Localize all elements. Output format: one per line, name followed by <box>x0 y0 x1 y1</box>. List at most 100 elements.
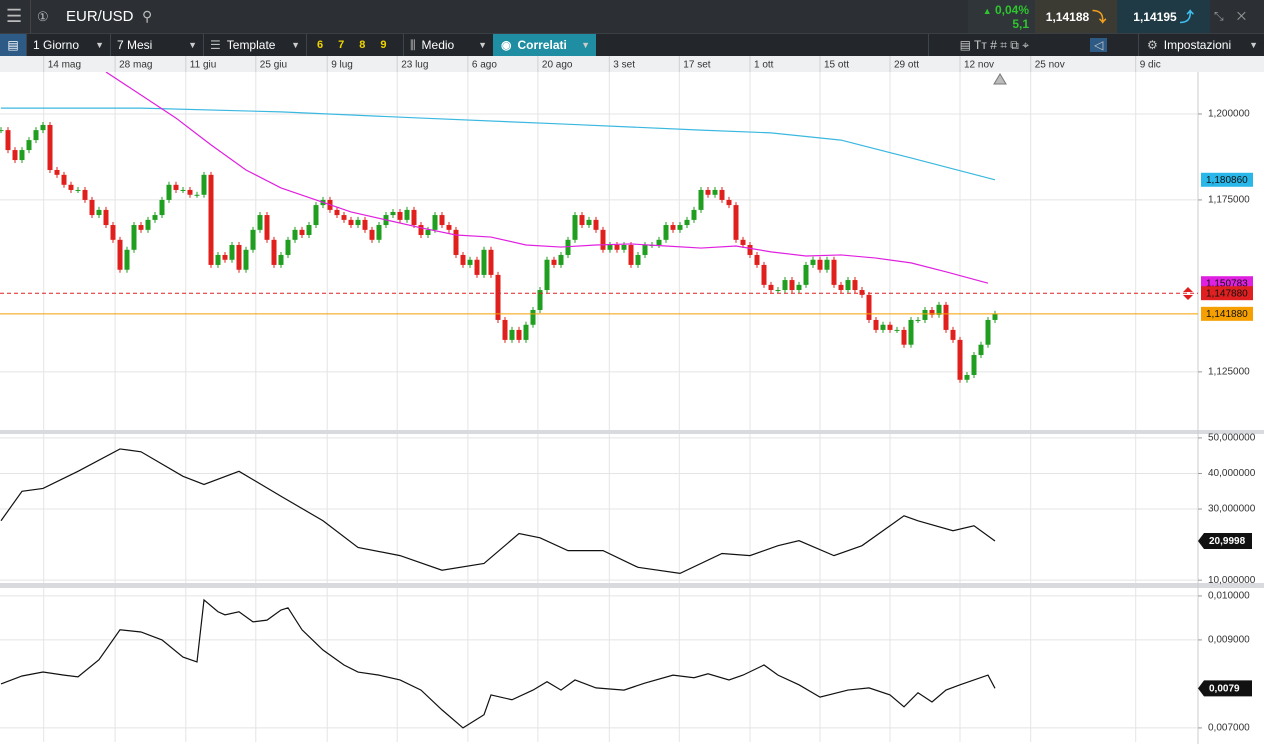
candle <box>859 290 865 295</box>
candle <box>418 225 424 236</box>
candle <box>922 309 928 320</box>
price-tag <box>1201 172 1253 187</box>
panel-divider <box>0 430 1264 434</box>
last-value-tag <box>1198 680 1252 697</box>
candle <box>306 225 312 236</box>
candle <box>593 219 599 230</box>
y-tick-label: 30,000000 <box>1208 504 1256 515</box>
last-value-label: 0,0079 <box>1209 683 1240 694</box>
candle <box>607 244 613 250</box>
settings: Impostazioni <box>1163 38 1232 52</box>
moving-average <box>1 107 996 181</box>
candle <box>33 130 39 141</box>
range-select[interactable]: 7 Mesi <box>110 34 203 56</box>
x-tick-label: 25 giu <box>260 60 287 71</box>
preset[interactable]: 7 <box>338 39 345 51</box>
x-tick-label: 20 ago <box>542 60 573 71</box>
candle <box>271 239 277 265</box>
candle <box>565 239 571 255</box>
change-value: 0,04% <box>994 2 1029 17</box>
preset[interactable]: 6 <box>317 39 324 51</box>
candle <box>5 130 11 151</box>
x-tick-label: 6 ago <box>472 60 497 71</box>
candle <box>936 304 942 315</box>
candle <box>341 215 347 220</box>
template: Template <box>226 38 276 52</box>
candle <box>677 225 683 230</box>
candle <box>775 290 781 292</box>
candle <box>579 215 585 226</box>
template-select[interactable]: ☰ Template <box>203 34 306 56</box>
level-handle[interactable] <box>1183 287 1193 300</box>
list-button[interactable]: ▤ <box>0 34 26 56</box>
candle <box>467 259 473 265</box>
x-tick-label: 12 nov <box>964 60 994 71</box>
y-tick-label: 0,010000 <box>1208 591 1250 602</box>
candle <box>894 329 900 331</box>
preset[interactable]: 8 <box>359 39 366 51</box>
candle <box>0 130 4 132</box>
y-tick-label: 1,200000 <box>1208 109 1250 120</box>
candle <box>152 215 158 220</box>
candle <box>439 215 445 226</box>
candle <box>285 239 291 255</box>
candle <box>572 215 578 240</box>
interval-select[interactable]: 1 Giorno <box>26 34 110 56</box>
style-select[interactable]: ⫼ Medio <box>403 34 493 56</box>
candle <box>838 284 844 291</box>
candle <box>68 184 74 190</box>
search-button[interactable]: ⚲ <box>142 8 153 24</box>
top-bar: ☰ ① EUR/USD ⚲ ▲ 0,04% 5,1 1,14188 ⤵ 1,141… <box>0 0 1264 33</box>
price-tag-label: 1,147880 <box>1206 288 1248 299</box>
price-tag <box>1201 306 1253 321</box>
buy-price: 1,14195 <box>1133 9 1177 24</box>
candle <box>243 249 249 270</box>
info-button[interactable]: ① <box>37 8 49 24</box>
change-box: ▲ 0,04% 5,1 <box>968 0 1035 33</box>
candle <box>887 324 893 330</box>
symbol[interactable]: EUR/USD <box>66 8 134 25</box>
candle <box>103 209 109 226</box>
candle <box>19 150 25 161</box>
candle <box>943 304 949 330</box>
candle <box>376 225 382 240</box>
candle <box>446 225 452 230</box>
price-tag-label: 1,150783 <box>1206 278 1248 289</box>
sell-button[interactable]: 1,14188 ⤵ <box>1035 0 1117 33</box>
candle <box>733 205 739 240</box>
candle <box>978 344 984 356</box>
candle <box>159 199 165 216</box>
y-tick-label: 40,000000 <box>1208 468 1256 479</box>
preset[interactable]: 9 <box>380 39 387 51</box>
candle <box>691 209 697 220</box>
y-tick-label: 0,007000 <box>1208 723 1250 734</box>
candle <box>397 211 403 220</box>
candle <box>180 189 186 191</box>
menu-button[interactable]: ☰ <box>6 6 23 26</box>
settings-select[interactable]: ⚙ Impostazioni <box>1138 34 1264 56</box>
plot <box>0 598 996 729</box>
candle <box>411 209 417 226</box>
x-tick-label: 1 ott <box>754 60 774 71</box>
correlated: Correlati <box>517 38 567 52</box>
candle <box>929 309 935 315</box>
correlated-button[interactable]: ◉ Correlati <box>493 34 596 56</box>
candle <box>502 319 508 340</box>
candle <box>992 313 998 320</box>
candle <box>551 259 557 265</box>
candle <box>796 284 802 291</box>
candle <box>257 215 263 230</box>
candle <box>334 209 340 216</box>
plot <box>0 448 996 575</box>
candle <box>866 294 872 320</box>
moving-average <box>105 72 989 284</box>
x-tick-label: 17 set <box>683 60 710 71</box>
candle <box>985 319 991 345</box>
change-points: 5,1 <box>1012 16 1029 31</box>
scroll-marker[interactable] <box>993 73 1007 85</box>
buy-button[interactable]: 1,14195 ⤴ <box>1117 0 1210 33</box>
tool-icons[interactable]: ▤ Tт # ⌗ ⧉ ⌖ ◁ <box>928 34 1138 56</box>
x-tick-label: 3 set <box>613 60 635 71</box>
candle <box>803 264 809 285</box>
window-buttons[interactable]: ⤡ ✕ <box>1214 9 1247 23</box>
